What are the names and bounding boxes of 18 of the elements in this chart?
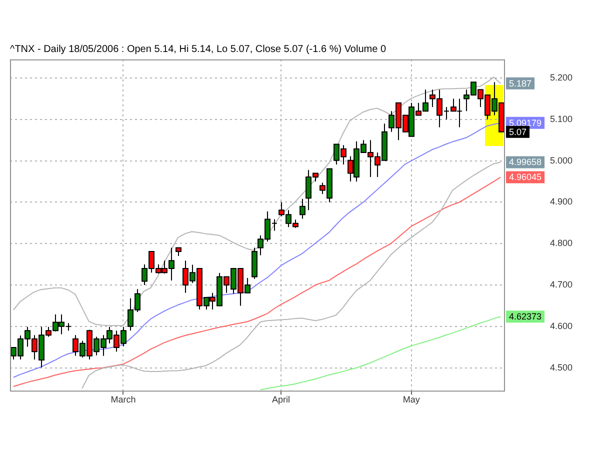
y-tick-label: 4.500 bbox=[550, 362, 573, 372]
data-label: 4.62373 bbox=[509, 312, 542, 322]
y-tick-label: 4.600 bbox=[550, 320, 573, 331]
chart-title: ^TNX - Daily 18/05/2006 : Open 5.14, Hi 5.14, Lo 5.07, Close 5.07 (-1.6 %) Volume 0 bbox=[10, 44, 386, 56]
data-label: 4.99658 bbox=[509, 157, 542, 168]
data-label: 5.187 bbox=[509, 78, 532, 88]
y-tick-label: 4.700 bbox=[550, 280, 573, 290]
y-tick-label: 5.200 bbox=[550, 72, 573, 83]
y-tick-label: 5.100 bbox=[550, 114, 573, 124]
x-tick-label: May bbox=[402, 394, 420, 404]
x-tick-label: March bbox=[110, 394, 136, 404]
y-tick-label: 4.900 bbox=[550, 196, 573, 207]
y-tick-label: 5.000 bbox=[550, 155, 573, 166]
data-label: 5.09179 bbox=[509, 118, 542, 128]
text: 5.07 bbox=[509, 126, 527, 137]
x-tick-label: April bbox=[272, 394, 290, 404]
data-label: 4.96045 bbox=[509, 172, 542, 182]
y-tick-label: 4.800 bbox=[550, 238, 573, 248]
